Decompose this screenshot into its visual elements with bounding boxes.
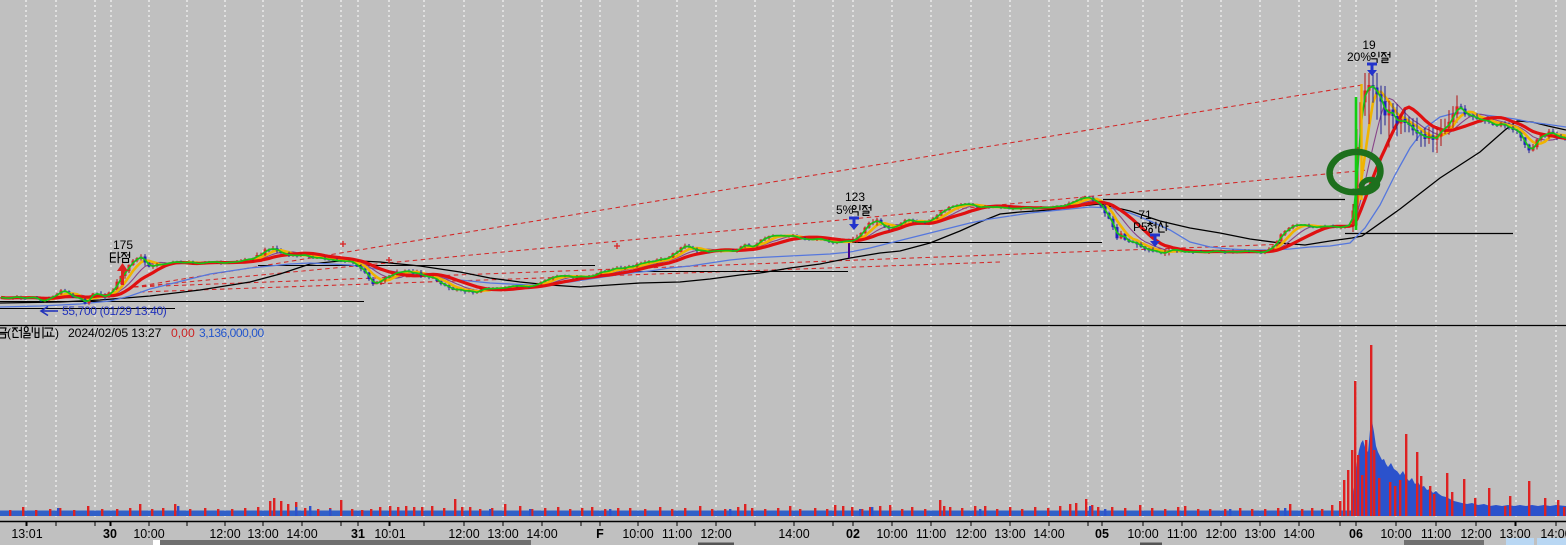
svg-text:05: 05: [1095, 527, 1109, 541]
svg-text:12:00: 12:00: [1205, 527, 1236, 541]
svg-text:10:01: 10:01: [374, 527, 405, 541]
svg-text:0,00: 0,00: [171, 326, 195, 340]
svg-text:13:01: 13:01: [11, 527, 42, 541]
svg-text:(: (: [7, 326, 11, 340]
svg-text:31: 31: [351, 527, 365, 541]
svg-text:): ): [55, 326, 59, 340]
svg-text:5%: 5%: [836, 203, 854, 217]
svg-text:3,136,000,00: 3,136,000,00: [199, 326, 264, 340]
svg-text:13:00: 13:00: [1244, 527, 1275, 541]
svg-text:14:00: 14:00: [1540, 527, 1566, 541]
svg-text:71: 71: [1138, 208, 1152, 222]
svg-text:55,700 (01/29 13:40): 55,700 (01/29 13:40): [62, 304, 167, 318]
svg-text:11:00: 11:00: [1167, 527, 1197, 541]
svg-text:11:00: 11:00: [1421, 527, 1451, 541]
svg-text:F: F: [596, 527, 604, 541]
svg-text:11:00: 11:00: [662, 527, 692, 541]
svg-text:14:00: 14:00: [1283, 527, 1314, 541]
svg-text:12:00: 12:00: [448, 527, 479, 541]
svg-text:2024/02/05 13:27: 2024/02/05 13:27: [68, 326, 162, 340]
svg-text:10:00: 10:00: [133, 527, 164, 541]
svg-text:14:00: 14:00: [526, 527, 557, 541]
svg-text:14:00: 14:00: [286, 527, 317, 541]
svg-text:13:00: 13:00: [247, 527, 278, 541]
svg-text:10:00: 10:00: [1127, 527, 1158, 541]
svg-text:20%: 20%: [1347, 50, 1371, 64]
svg-text:02: 02: [846, 527, 860, 541]
svg-text:30: 30: [103, 527, 117, 541]
svg-text:13:00: 13:00: [994, 527, 1025, 541]
svg-text:06: 06: [1349, 527, 1363, 541]
svg-text:11:00: 11:00: [916, 527, 946, 541]
svg-text:175: 175: [113, 238, 133, 252]
svg-text:12:00: 12:00: [209, 527, 240, 541]
svg-text:12:00: 12:00: [1460, 527, 1491, 541]
svg-text:14:00: 14:00: [778, 527, 809, 541]
svg-text:10:00: 10:00: [622, 527, 653, 541]
svg-text:14:00: 14:00: [1033, 527, 1064, 541]
svg-text:12:00: 12:00: [700, 527, 731, 541]
svg-text:10:00: 10:00: [876, 527, 907, 541]
svg-text:19: 19: [1362, 38, 1376, 52]
svg-text:123: 123: [845, 190, 865, 204]
svg-text:13:00: 13:00: [487, 527, 518, 541]
svg-text:P5: P5: [1133, 220, 1148, 234]
svg-text:13:00: 13:00: [1499, 527, 1530, 541]
svg-text:10:00: 10:00: [1380, 527, 1411, 541]
svg-text:12:00: 12:00: [955, 527, 986, 541]
